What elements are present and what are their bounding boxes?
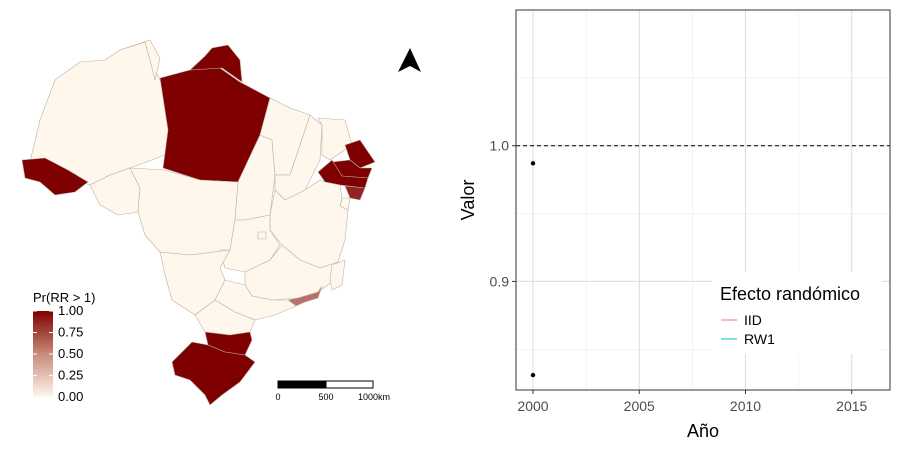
axes: 2000 2005 2010 2015 0.9 1.0 (490, 138, 868, 414)
chart-panel: 2000 2005 2010 2015 0.9 1.0 Año Valor Efecto … (440, 0, 900, 450)
north-arrow-icon (398, 48, 421, 72)
scale-label-500: 500 (318, 392, 333, 402)
region-rio-grande-do-sul (171, 341, 256, 406)
region-mato-grosso (129, 167, 239, 256)
data-points (530, 161, 536, 378)
legend-entry-label: IID (744, 312, 762, 328)
region-ceara (317, 117, 353, 161)
region-rio-grande-do-norte (344, 139, 376, 169)
legend-entries: IID RW1 (721, 312, 775, 347)
legend-tick-label: 0.25 (58, 368, 83, 383)
y-axis-label: Valor (458, 180, 478, 221)
legend-background (712, 272, 882, 354)
scale-label-0: 0 (275, 392, 280, 402)
region-espirito-santo (329, 259, 346, 291)
region-amapa (189, 44, 243, 83)
legend-tick-label: 0.75 (58, 325, 83, 340)
brazil-map: Pr(RR > 1) 1.00 0.75 0.50 0.25 0.00 0 500 10… (21, 39, 421, 406)
legend-tick-label: 0.00 (58, 389, 83, 404)
scale-bar-white (325, 380, 374, 389)
choropleth-map-panel: Pr(RR > 1) 1.00 0.75 0.50 0.25 0.00 0 500 10… (0, 0, 440, 450)
region-roraima (119, 39, 161, 81)
plot-frame (515, 9, 891, 391)
legend-colorbar (33, 311, 53, 397)
chart-legend: Efecto randómico IID RW1 (712, 272, 882, 354)
y-tick-label: 0.9 (490, 273, 510, 289)
data-point (530, 372, 536, 378)
legend-ticks: 1.00 0.75 0.50 0.25 0.00 (33, 303, 83, 404)
x-axis-label: Año (687, 421, 719, 441)
data-point (530, 161, 536, 166)
region-rio-de-janeiro (287, 285, 323, 307)
legend-tick-label: 0.50 (58, 346, 83, 361)
region-alagoas (344, 185, 366, 201)
legend-entry-label: RW1 (744, 331, 775, 347)
legend-title: Pr(RR > 1) (33, 290, 95, 305)
region-distrito-federal (257, 231, 267, 240)
x-tick-label: 2015 (836, 398, 867, 414)
x-tick-label: 2010 (730, 398, 761, 414)
scatter-chart: 2000 2005 2010 2015 0.9 1.0 Año Valor Efecto … (458, 9, 891, 441)
scale-label-1000km: 1000km (358, 392, 390, 402)
x-tick-label: 2000 (517, 398, 548, 414)
scale-bar-black (277, 380, 327, 389)
x-tick-label: 2005 (624, 398, 655, 414)
legend-title: Efecto randómico (720, 284, 860, 304)
y-tick-label: 1.0 (490, 138, 510, 154)
legend-tick-label: 1.00 (58, 303, 83, 318)
region-acre (21, 157, 89, 196)
region-bahia (269, 179, 349, 269)
